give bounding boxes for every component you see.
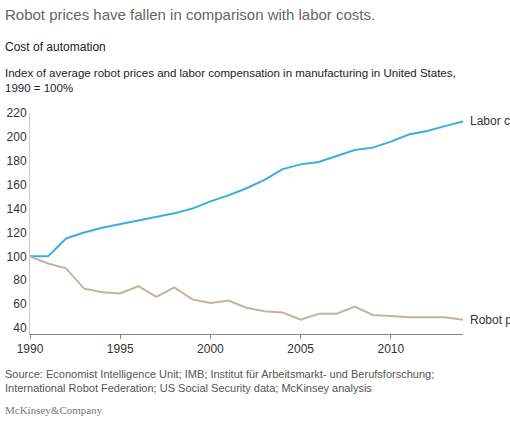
svg-text:Source: Economist Intelligence: Source: Economist Intelligence Unit; IMB… — [5, 368, 434, 394]
svg-text:60: 60 — [13, 297, 27, 311]
svg-text:Robot prices have fallen in co: Robot prices have fallen in comparison w… — [5, 6, 375, 23]
svg-text:100: 100 — [7, 250, 27, 264]
svg-text:2000: 2000 — [197, 342, 224, 356]
svg-text:220: 220 — [7, 106, 27, 120]
svg-text:160: 160 — [7, 178, 27, 192]
svg-text:2010: 2010 — [377, 342, 404, 356]
svg-text:Index of average robot prices: Index of average robot prices and labor … — [5, 67, 456, 94]
svg-text:140: 140 — [7, 202, 27, 216]
svg-text:180: 180 — [7, 154, 27, 168]
svg-text:1995: 1995 — [107, 342, 134, 356]
svg-text:Robot prices: Robot prices — [470, 313, 510, 327]
svg-text:1990: 1990 — [17, 342, 44, 356]
svg-text:80: 80 — [13, 273, 27, 287]
svg-text:McKinsey&Company: McKinsey&Company — [5, 404, 103, 416]
svg-text:2005: 2005 — [287, 342, 314, 356]
svg-text:40: 40 — [13, 321, 27, 335]
svg-text:Cost of automation: Cost of automation — [5, 40, 106, 54]
svg-text:Labor costs: Labor costs — [470, 114, 510, 128]
svg-text:120: 120 — [7, 226, 27, 240]
svg-text:200: 200 — [7, 130, 27, 144]
